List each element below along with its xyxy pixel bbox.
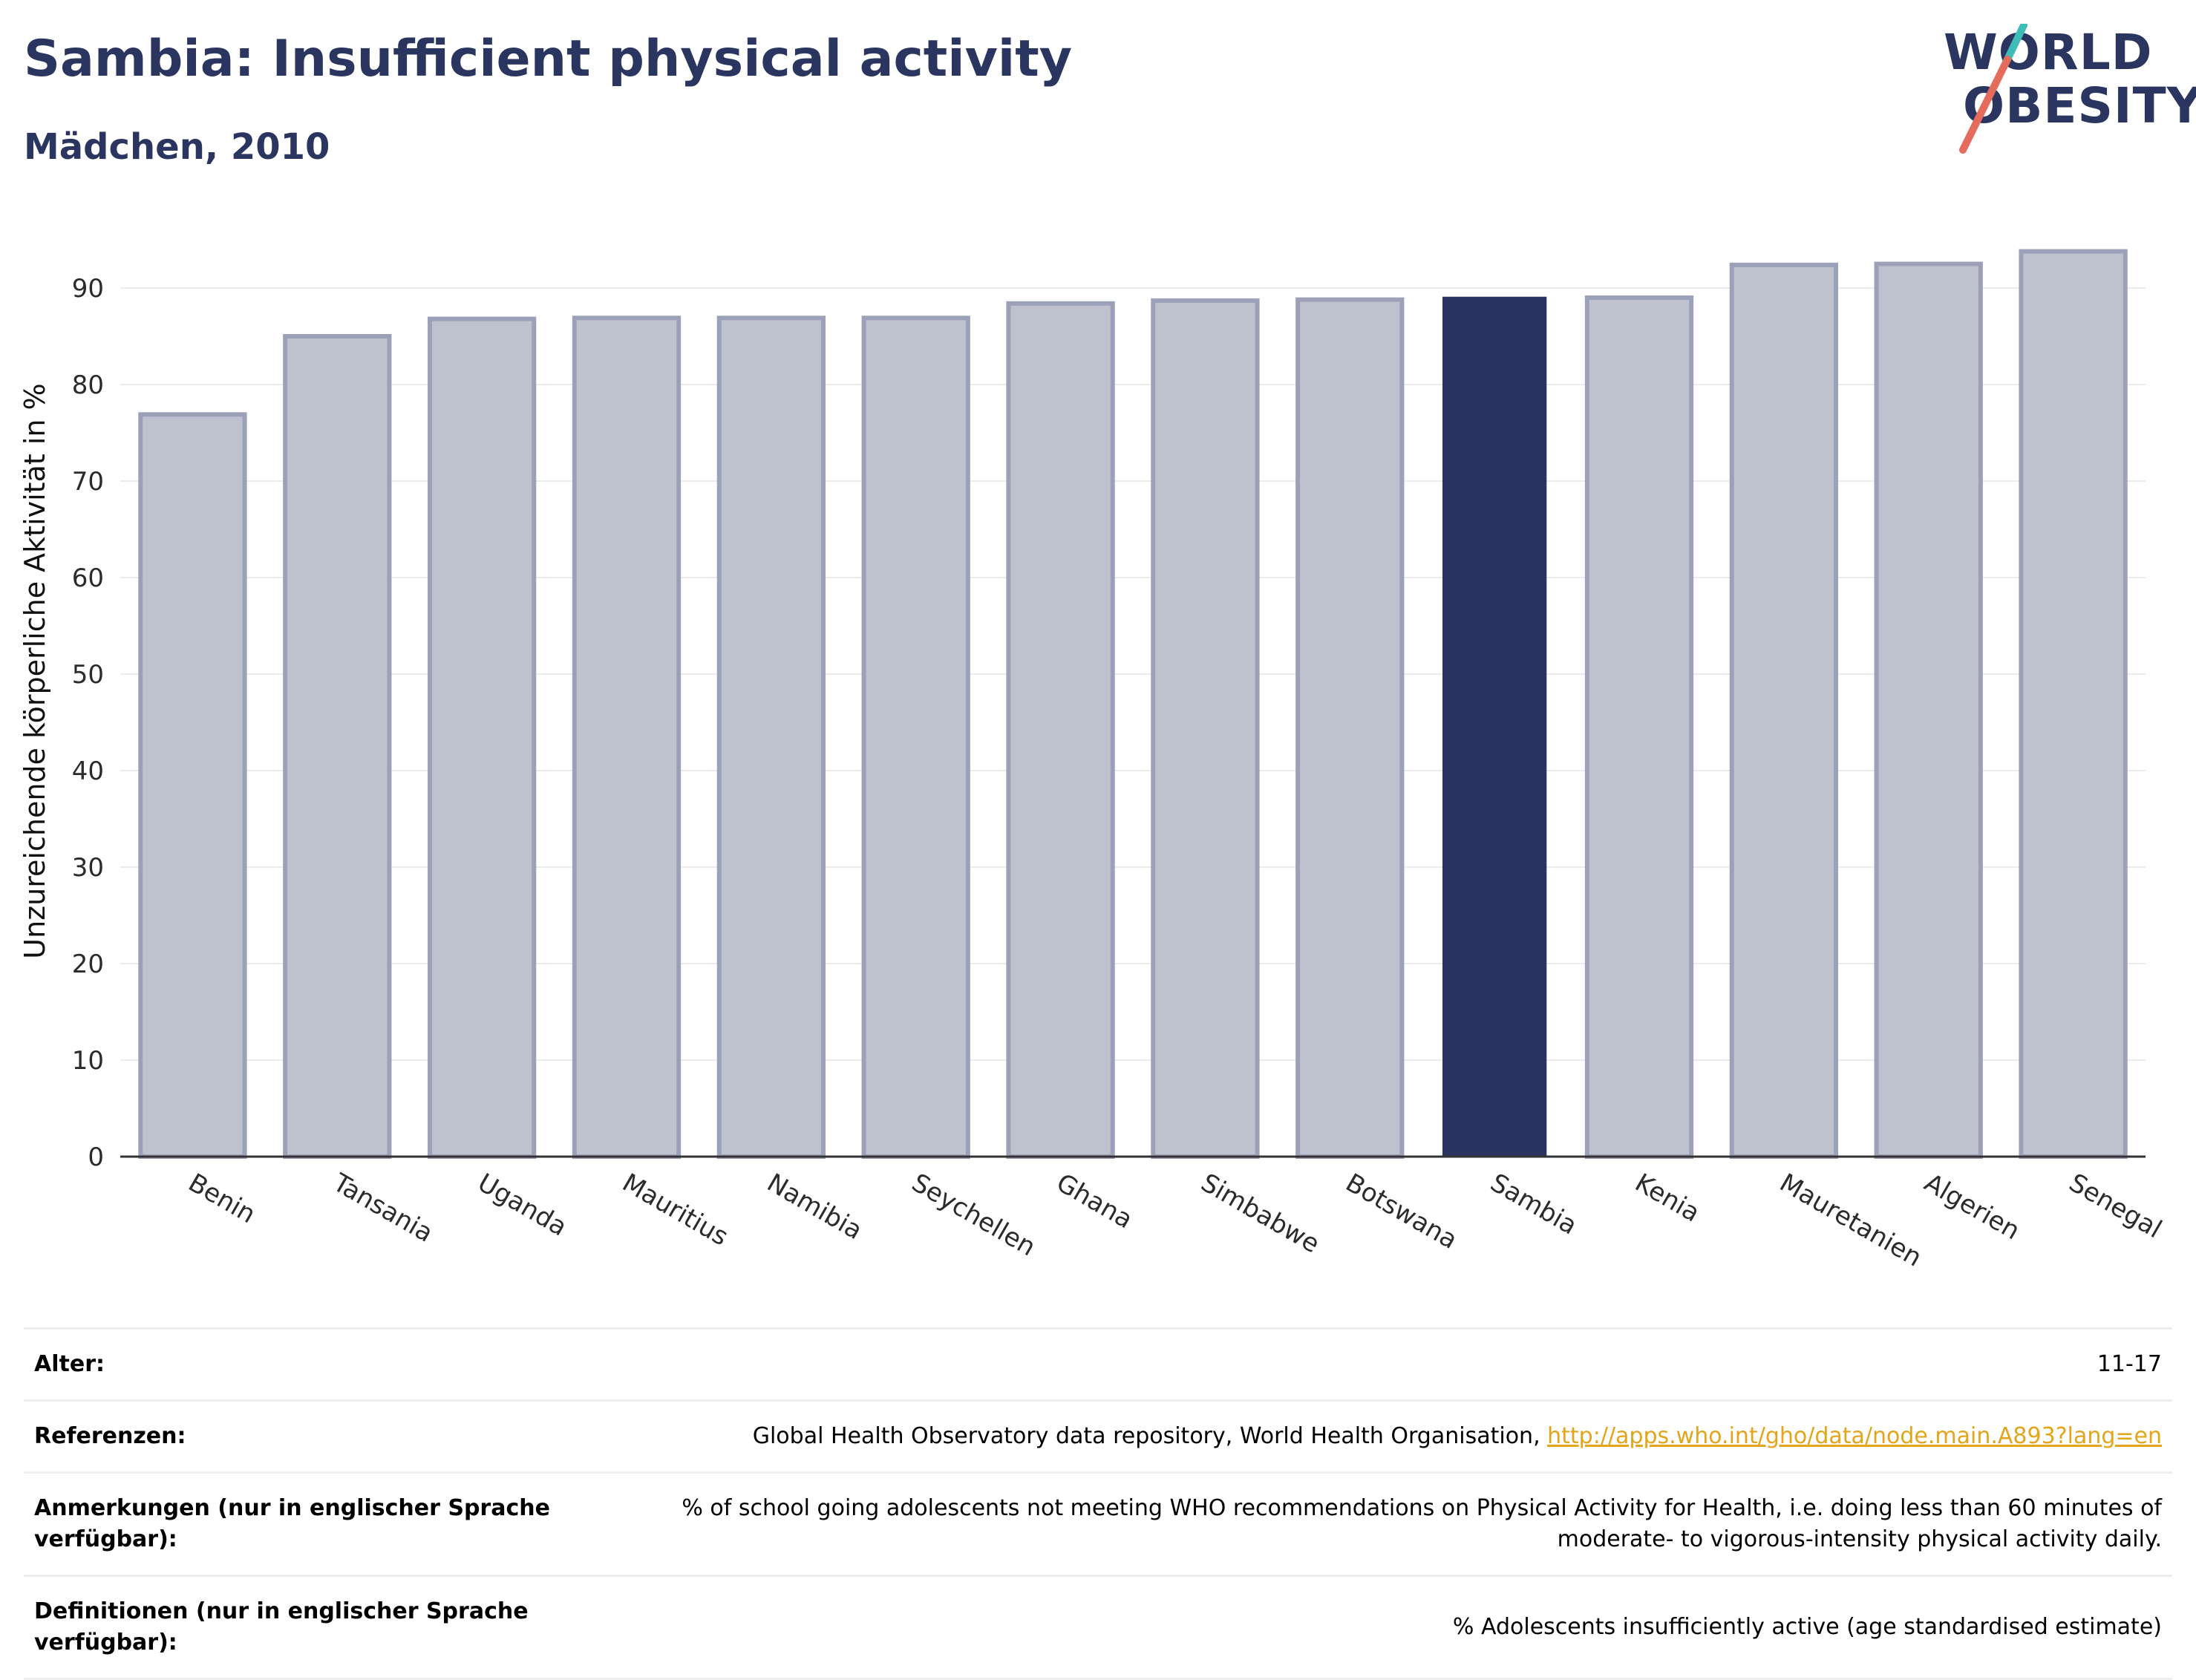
x-tick-label: Uganda xyxy=(473,1168,572,1242)
x-tick-label: Algerien xyxy=(1919,1168,2025,1246)
y-tick-label: 90 xyxy=(72,274,104,304)
x-tick-label: Namibia xyxy=(762,1168,867,1246)
bar-mauretanien[interactable] xyxy=(1729,262,1839,1159)
x-tick-label: Kenia xyxy=(1630,1168,1705,1228)
info-value: % Adolescents insufficiently active (age… xyxy=(1452,1614,2162,1640)
y-tick-label: 30 xyxy=(72,853,104,883)
y-tick-label: 40 xyxy=(72,756,104,786)
x-tick-label: Tansania xyxy=(327,1168,438,1249)
bar-ghana[interactable] xyxy=(1006,301,1115,1159)
x-tick-label: Sambia xyxy=(1486,1168,1582,1241)
logo-slash-icon xyxy=(1959,24,2027,154)
info-value-cell: Global Health Observatory data repositor… xyxy=(564,1401,2172,1473)
info-value: % of school going adolescents not meetin… xyxy=(682,1495,2162,1552)
x-tick-label: Ghana xyxy=(1051,1168,1137,1235)
bar-botswana[interactable] xyxy=(1295,297,1405,1160)
reference-link[interactable]: http://apps.who.int/gho/data/node.main.A… xyxy=(1547,1423,2162,1449)
bar-simbabwe[interactable] xyxy=(1151,298,1260,1159)
y-tick-label: 50 xyxy=(72,660,104,690)
y-tick-label: 0 xyxy=(88,1143,104,1172)
logo-line-1: WORLD xyxy=(1944,24,2153,81)
y-axis-ticks: 0 10 20 30 40 50 60 70 80 90 xyxy=(72,274,104,1172)
y-axis-title: Unzureichende körperliche Aktivität in % xyxy=(19,383,51,958)
bar-senegal[interactable] xyxy=(2019,249,2128,1160)
bar-uganda[interactable] xyxy=(427,316,537,1160)
y-tick-label: 60 xyxy=(72,563,104,593)
y-tick-label: 70 xyxy=(72,467,104,497)
x-tick-label: Benin xyxy=(183,1168,261,1229)
x-tick-label: Simbabwe xyxy=(1196,1168,1324,1259)
info-row-definitions: Definitionen (nur in englischer Sprache … xyxy=(24,1575,2172,1679)
x-tick-label: Seychellen xyxy=(906,1168,1040,1262)
bar-benin[interactable] xyxy=(138,412,247,1159)
logo-line-2: OBESITY xyxy=(1963,77,2196,134)
chart-subtitle: Mädchen, 2010 xyxy=(24,126,330,168)
x-axis-labels: Benin Tansania Uganda Mauritius Namibia Seych… xyxy=(183,1168,2167,1273)
x-tick-label: Senegal xyxy=(2064,1168,2167,1244)
info-key: Anmerkungen (nur in englischer Sprache v… xyxy=(34,1495,550,1552)
info-value: Global Health Observatory data repositor… xyxy=(752,1423,1548,1449)
y-tick-label: 10 xyxy=(72,1046,104,1076)
bar-kenia[interactable] xyxy=(1584,295,1694,1159)
info-value: 11-17 xyxy=(2097,1351,2162,1377)
bar-tansania[interactable] xyxy=(283,334,392,1159)
bar-seychellen[interactable] xyxy=(861,316,970,1159)
x-tick-label: Botswana xyxy=(1341,1168,1463,1255)
world-obesity-logo[interactable]: WORLD OBESITY xyxy=(1936,24,2196,157)
grid-lines xyxy=(120,287,2146,1061)
x-tick-label: Mauritius xyxy=(618,1168,733,1252)
bar-namibia[interactable] xyxy=(716,316,826,1159)
info-key: Referenzen: xyxy=(34,1423,186,1449)
y-tick-label: 20 xyxy=(72,950,104,979)
x-tick-label: Mauretanien xyxy=(1774,1168,1927,1272)
info-row-notes: Anmerkungen (nur in englischer Sprache v… xyxy=(24,1472,2172,1576)
chart-title: Sambia: Insufficient physical activity xyxy=(24,30,1073,88)
y-tick-label: 80 xyxy=(72,370,104,400)
bars xyxy=(138,249,2128,1160)
info-key: Definitionen (nur in englischer Sprache … xyxy=(34,1598,529,1656)
info-row-references: Referenzen: Global Health Observatory da… xyxy=(24,1400,2172,1473)
info-key: Alter: xyxy=(34,1351,105,1377)
info-table: Alter: 11-17 Referenzen: Global Health O… xyxy=(24,1327,2172,1680)
info-row-age: Alter: 11-17 xyxy=(24,1328,2172,1401)
bar-sambia[interactable] xyxy=(1442,296,1547,1157)
bar-algerien[interactable] xyxy=(1874,261,1983,1159)
bar-mauritius[interactable] xyxy=(572,316,682,1159)
bar-chart: 0 10 20 30 40 50 60 70 80 90 Benin Tansania Uganda M… xyxy=(19,249,2167,1273)
